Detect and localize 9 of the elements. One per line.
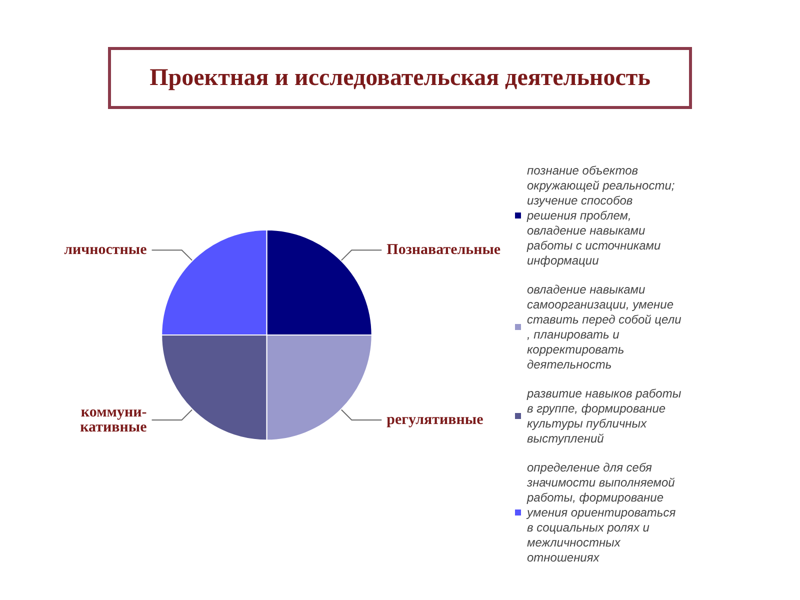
legend-label: развитие навыков работы в группе, формирование культуры публичных выступлений <box>526 386 685 446</box>
legend-label: познание объектов окружающей реальности; изучение способов решения проблем, овладение навыками работы с источниками информации <box>526 164 678 268</box>
legend-label: определение для себя значимости выполняемой работы, формирование умения ориентироваться в социальных ролях и межличностных отношениях <box>526 460 679 564</box>
data-label: коммуни- кативные <box>80 404 148 436</box>
legend-label: овладение навыками самоорганизации, умение ставить перед собой цели, планировать и корректировать деятельность <box>527 282 682 372</box>
data-label: Познавательные <box>386 242 501 258</box>
data-label: регулятивные <box>386 412 484 428</box>
chart-title: Проектная и исследовательская деятельность <box>150 65 651 91</box>
data-label: личностные <box>64 242 148 258</box>
